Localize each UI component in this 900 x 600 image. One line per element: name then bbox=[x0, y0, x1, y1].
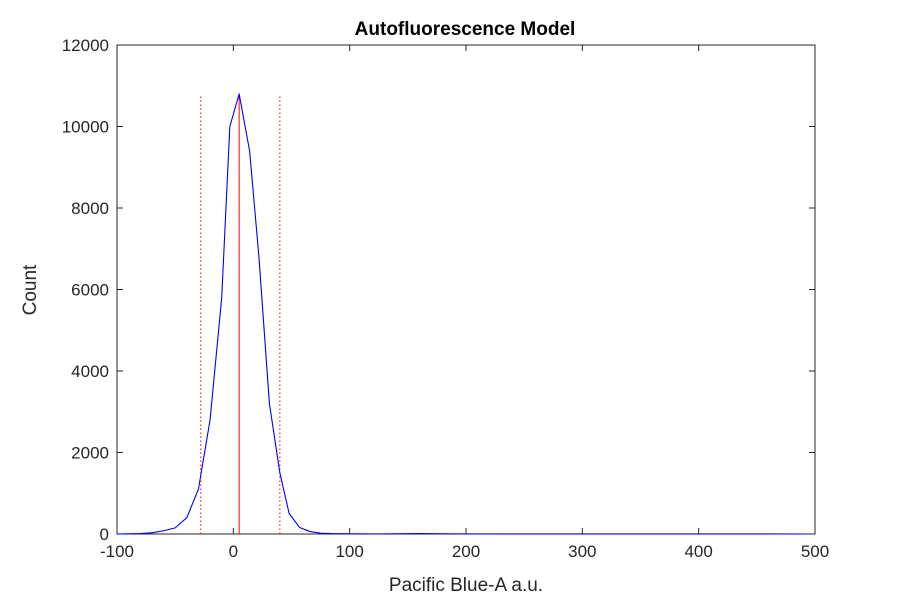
y-tick-label: 10000 bbox=[62, 118, 109, 137]
chart-title: Autofluorescence Model bbox=[355, 19, 576, 40]
x-tick-label: 200 bbox=[452, 542, 480, 561]
x-tick-label: -100 bbox=[100, 542, 134, 561]
y-tick-label: 2000 bbox=[71, 444, 109, 463]
x-axis-label: Pacific Blue-A a.u. bbox=[389, 575, 543, 596]
data-series-line bbox=[116, 93, 810, 535]
plot-area: -100 0 100 200 300 400 500 0200040006000800010… bbox=[62, 36, 829, 561]
y-tick-label: 0 bbox=[100, 525, 109, 544]
y-ticks: 0 2000 4000 6000 8000 10000 12000 bbox=[62, 36, 815, 544]
y-tick-label: 12000 bbox=[62, 36, 109, 55]
x-tick-label: 500 bbox=[801, 542, 829, 561]
x-tick-label: 100 bbox=[335, 542, 363, 561]
x-ticks: -100 0 100 200 300 400 500 bbox=[100, 45, 829, 561]
series-layer bbox=[116, 93, 810, 535]
x-tick-label: 400 bbox=[684, 542, 712, 561]
reference-lines bbox=[200, 95, 281, 534]
x-tick-label: 0 bbox=[229, 542, 238, 561]
y-tick-label: 4000 bbox=[71, 362, 109, 381]
y-tick-label: 8000 bbox=[71, 199, 109, 218]
y-axis-label: Count bbox=[20, 264, 41, 315]
x-tick-label: 300 bbox=[568, 542, 596, 561]
y-tick-label: 6000 bbox=[71, 281, 109, 300]
